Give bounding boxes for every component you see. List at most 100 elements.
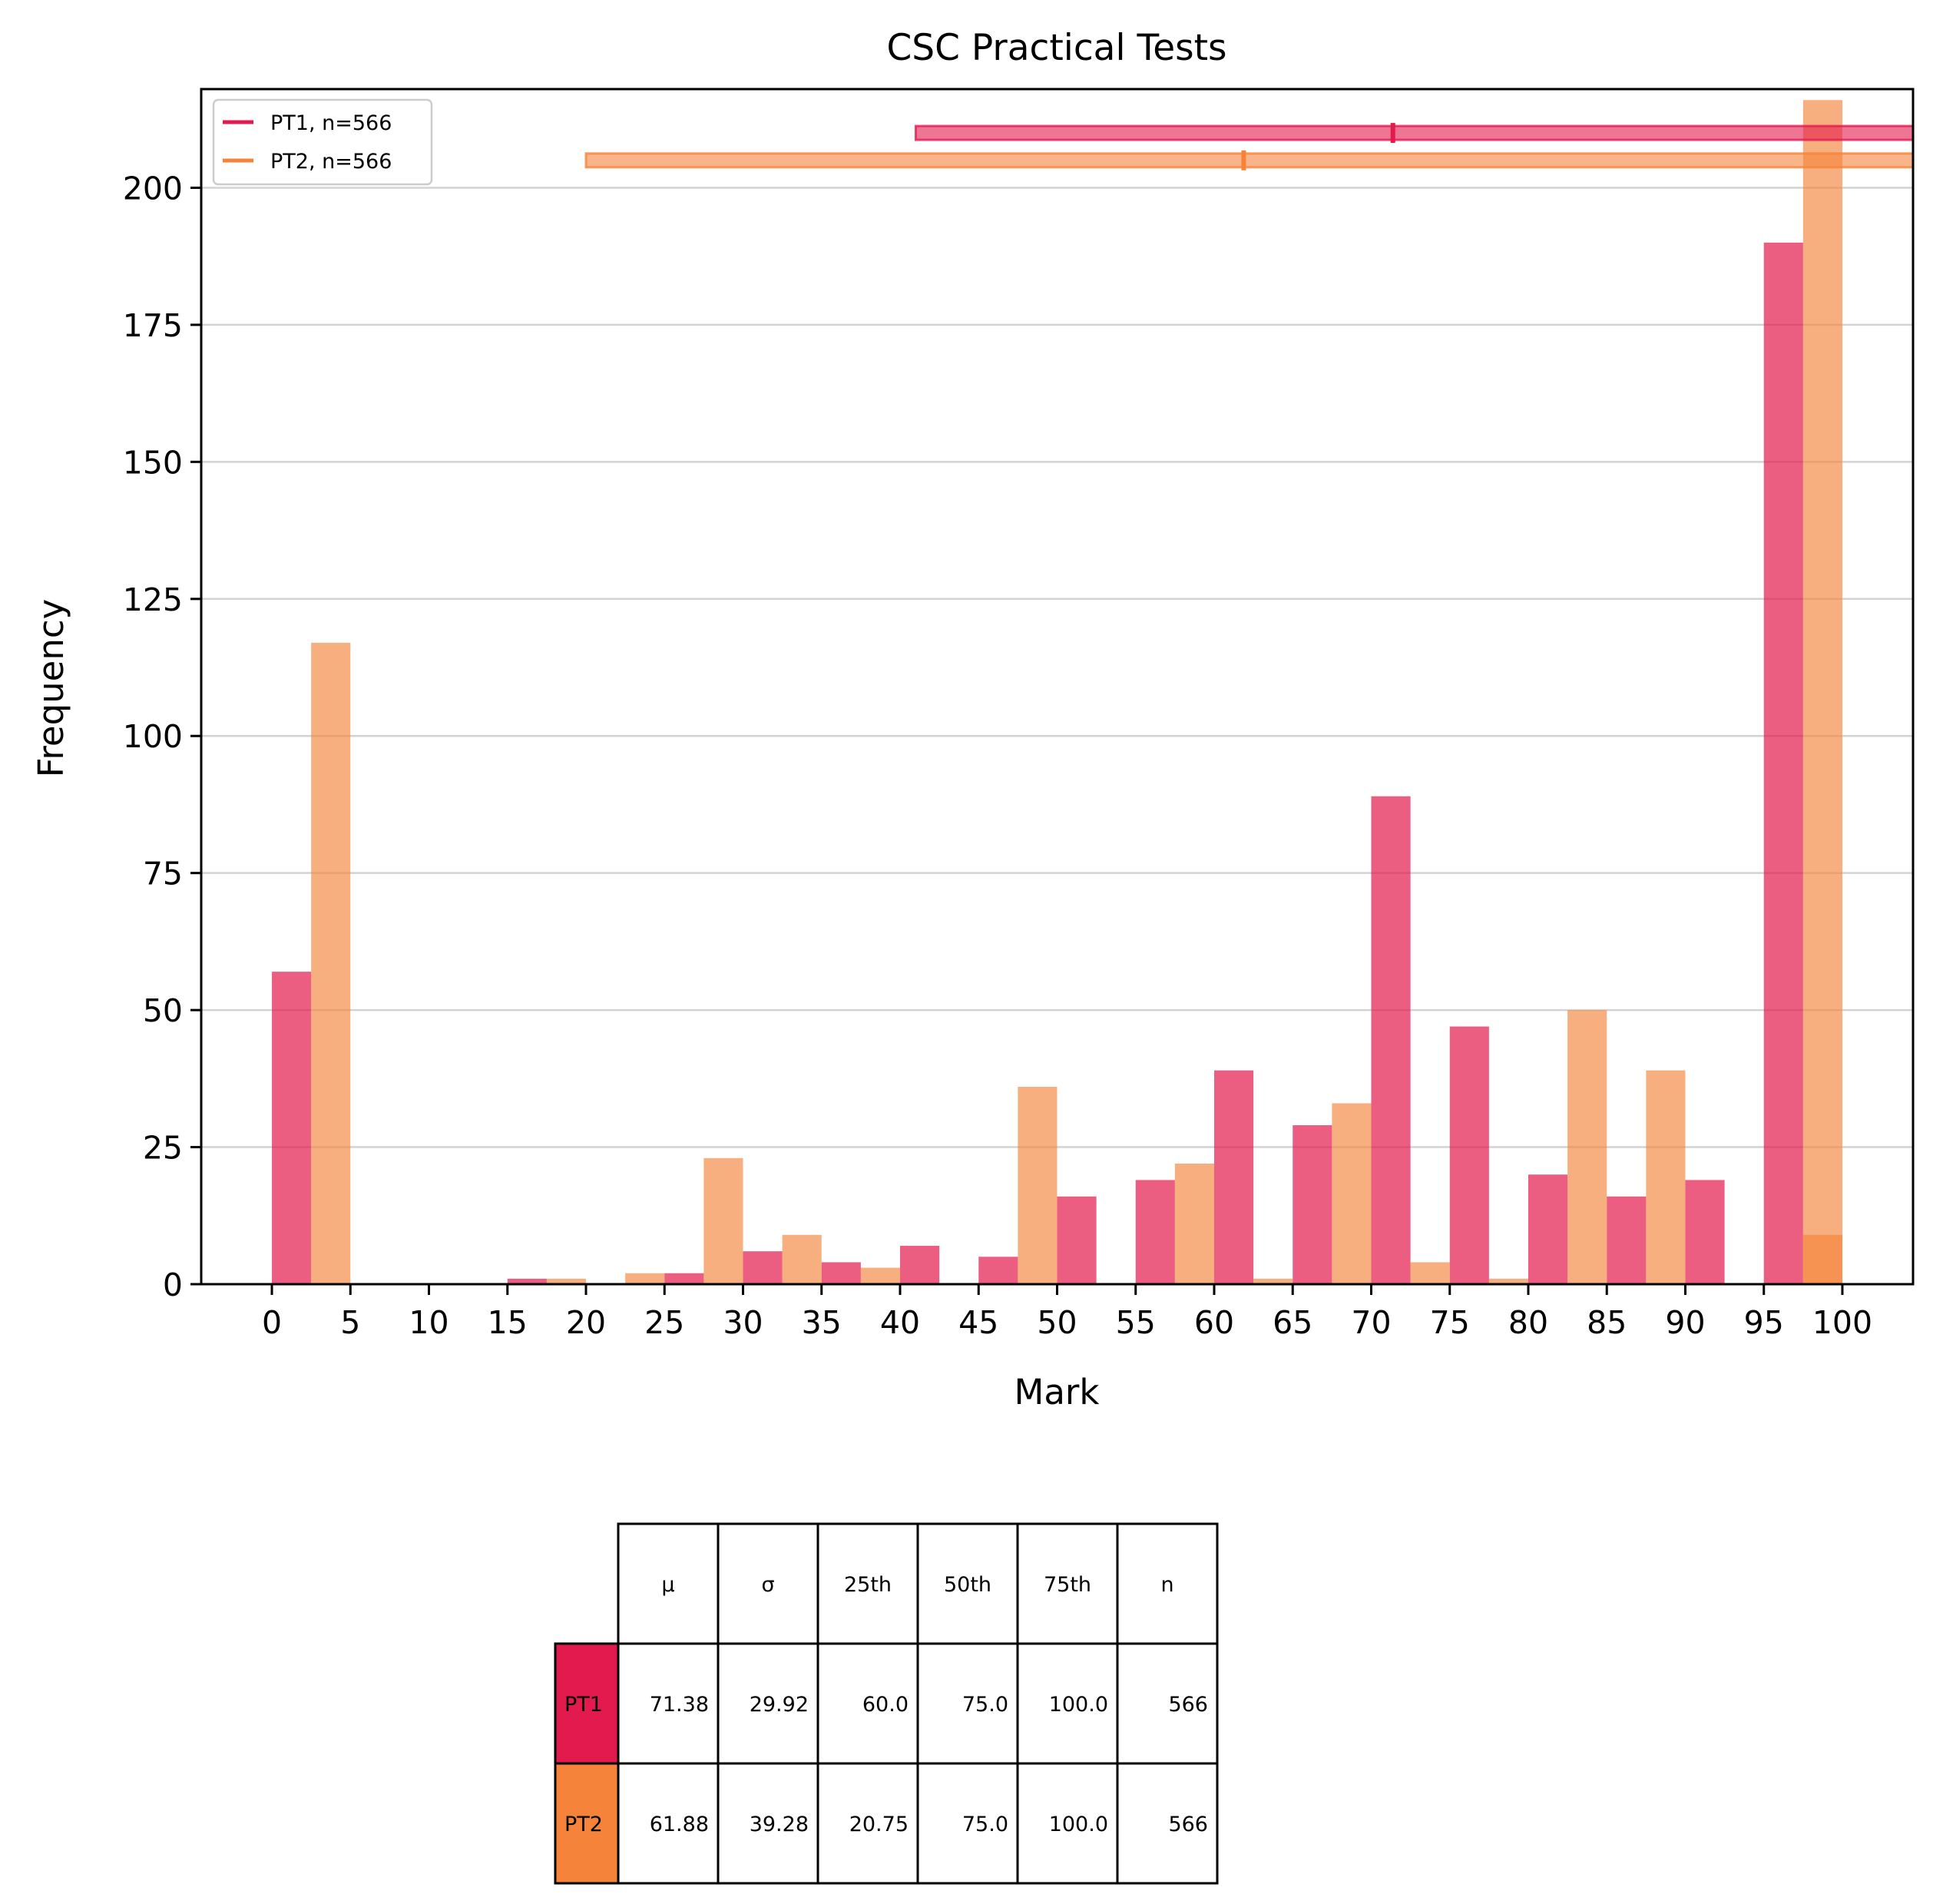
bar bbox=[900, 1246, 940, 1284]
bar bbox=[1685, 1180, 1725, 1284]
bar bbox=[782, 1234, 822, 1284]
x-tick-label: 95 bbox=[1744, 1304, 1784, 1341]
legend-box bbox=[212, 98, 433, 186]
bar bbox=[743, 1251, 783, 1284]
bar bbox=[1174, 1163, 1214, 1284]
x-tick-label: 100 bbox=[1812, 1304, 1872, 1341]
table-header-cell bbox=[717, 1522, 819, 1645]
table-header-label: 25th bbox=[844, 1573, 892, 1597]
bar bbox=[703, 1157, 743, 1284]
bar bbox=[625, 1273, 665, 1284]
x-tick-label: 0 bbox=[262, 1304, 282, 1341]
table-cell bbox=[1016, 1642, 1119, 1765]
table-cell-value: 75.0 bbox=[962, 1693, 1008, 1717]
bar bbox=[1410, 1262, 1450, 1284]
table-cell bbox=[1116, 1762, 1219, 1885]
x-tick-label: 40 bbox=[880, 1304, 920, 1341]
table-row-color-cell bbox=[554, 1762, 620, 1885]
table-cell bbox=[617, 1642, 720, 1765]
bar bbox=[978, 1257, 1018, 1284]
table-cell-value: 100.0 bbox=[1049, 1813, 1108, 1836]
bar bbox=[1567, 1010, 1607, 1284]
bar bbox=[1802, 100, 1842, 1284]
table-cell-value: 71.38 bbox=[650, 1693, 709, 1717]
table-header-cell bbox=[816, 1522, 919, 1645]
y-tick-label: 0 bbox=[163, 1267, 183, 1303]
legend-label: PT1, n=566 bbox=[270, 111, 392, 135]
table-cell-value: 20.75 bbox=[849, 1813, 909, 1836]
x-tick-label: 80 bbox=[1508, 1304, 1548, 1341]
bar bbox=[1018, 1087, 1058, 1284]
table-cell bbox=[816, 1642, 919, 1765]
stats-table: μ σ 25th 50th 75th n PT1 71.38 29.92 60.0 75.0 100.… bbox=[554, 1522, 1219, 1885]
bar bbox=[507, 1278, 547, 1284]
x-tick-label: 50 bbox=[1037, 1304, 1077, 1341]
y-tick-label: 150 bbox=[123, 444, 183, 481]
table-header-label: 50th bbox=[944, 1573, 991, 1597]
x-tick-label: 85 bbox=[1587, 1304, 1627, 1341]
x-tick-label: 65 bbox=[1273, 1304, 1312, 1341]
table-cell-value: 39.28 bbox=[750, 1813, 809, 1836]
table-cell-value: 61.88 bbox=[650, 1813, 709, 1836]
y-tick-label: 25 bbox=[143, 1130, 183, 1167]
table-cell bbox=[916, 1762, 1019, 1885]
legend-label: PT2, n=566 bbox=[270, 150, 392, 174]
legend: PT1, n=566 PT2, n=566 bbox=[212, 98, 433, 186]
bar bbox=[546, 1278, 587, 1284]
bar bbox=[272, 972, 312, 1284]
bar bbox=[1528, 1174, 1568, 1284]
bar bbox=[1293, 1125, 1332, 1284]
y-tick-label: 100 bbox=[123, 718, 183, 755]
range-bars bbox=[584, 123, 1915, 171]
bar bbox=[1332, 1103, 1372, 1284]
table-cell bbox=[617, 1762, 720, 1885]
table-header-cell bbox=[1116, 1522, 1219, 1645]
x-tick-label: 20 bbox=[566, 1304, 606, 1341]
table-row-label: PT2 bbox=[564, 1813, 603, 1836]
table-header-cell bbox=[617, 1522, 720, 1645]
range-bar bbox=[914, 124, 1915, 141]
x-tick-label: 55 bbox=[1116, 1304, 1156, 1341]
table-row-color-cell bbox=[554, 1642, 620, 1765]
table-row-label: PT1 bbox=[564, 1693, 603, 1717]
bar bbox=[1213, 1070, 1254, 1284]
x-tick-label: 30 bbox=[723, 1304, 763, 1341]
x-tick-label: 35 bbox=[802, 1304, 842, 1341]
table-header-label: n bbox=[1160, 1573, 1173, 1597]
x-tick-label: 10 bbox=[409, 1304, 448, 1341]
x-axis-ticks: 0 5 10 15 20 25 30 35 40 45 50 55 60 65 70 75 80 85 90 95 10… bbox=[262, 1284, 1872, 1341]
x-tick-label: 90 bbox=[1665, 1304, 1705, 1341]
y-tick-label: 200 bbox=[123, 170, 183, 207]
table-cell bbox=[916, 1642, 1019, 1765]
y-tick-label: 50 bbox=[143, 992, 183, 1029]
bar bbox=[311, 642, 351, 1284]
table-header-cell bbox=[916, 1522, 1019, 1645]
bar bbox=[1449, 1026, 1489, 1284]
x-tick-label: 45 bbox=[958, 1304, 998, 1341]
table-cell-value: 60.0 bbox=[862, 1693, 909, 1717]
table-header-label: σ bbox=[761, 1573, 774, 1597]
bar bbox=[1135, 1180, 1175, 1284]
table-header-label: μ bbox=[661, 1573, 674, 1597]
bar bbox=[1607, 1196, 1647, 1284]
table-cell-value: 75.0 bbox=[962, 1813, 1008, 1836]
bar bbox=[1057, 1196, 1097, 1284]
x-tick-label: 5 bbox=[340, 1304, 360, 1341]
bar bbox=[1371, 796, 1411, 1284]
table-cell bbox=[1116, 1642, 1219, 1765]
chart-title: CSC Practical Tests bbox=[886, 27, 1226, 69]
y-tick-label: 175 bbox=[123, 307, 183, 344]
bar bbox=[1488, 1278, 1528, 1284]
range-bar bbox=[584, 152, 1915, 169]
x-tick-label: 60 bbox=[1194, 1304, 1234, 1341]
table-cell bbox=[1016, 1762, 1119, 1885]
y-axis-ticks: 0 25 50 75 100 125 150 175 200 bbox=[123, 170, 201, 1303]
table-cell-value: 566 bbox=[1168, 1813, 1208, 1836]
bar bbox=[664, 1273, 704, 1284]
x-axis-label: Mark bbox=[1014, 1372, 1100, 1412]
table-header-label: 75th bbox=[1044, 1573, 1091, 1597]
table-cell-value: 29.92 bbox=[750, 1693, 809, 1717]
y-axis-label: Frequency bbox=[31, 599, 71, 777]
bar bbox=[1253, 1278, 1293, 1284]
